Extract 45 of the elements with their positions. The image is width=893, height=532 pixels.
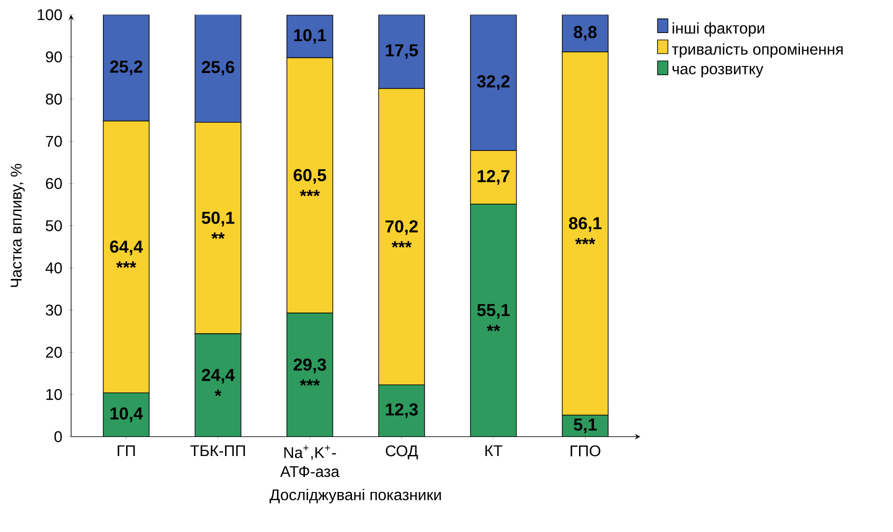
data-label: 32,2 xyxy=(477,75,510,90)
legend-label: тривалість опромінення xyxy=(672,43,843,58)
y-tick-label: 100 xyxy=(38,9,62,20)
bar xyxy=(286,14,334,58)
x-axis-title: Досліджувані показники xyxy=(270,488,441,504)
bar xyxy=(470,14,517,151)
data-label: 29,3 *** xyxy=(294,358,326,386)
x-tick-label: ГПО xyxy=(570,445,600,456)
y-tick-label: 60 xyxy=(46,178,62,189)
data-label: 60,5 *** xyxy=(294,168,326,196)
data-label: 70,2 *** xyxy=(386,220,418,248)
data-label: 50,1 ** xyxy=(202,211,234,239)
y-tick-label: 20 xyxy=(46,346,62,358)
bar xyxy=(102,14,150,122)
x-tick-label: СОД xyxy=(386,445,418,460)
data-label: 25,2 xyxy=(110,60,142,76)
y-tick-label: 70 xyxy=(46,136,62,147)
data-label: 25,6 xyxy=(202,60,234,76)
x-tick-label: ТБК-ПП xyxy=(190,445,245,456)
data-label: 12,3 xyxy=(386,403,418,418)
data-label: 12,7 xyxy=(478,170,510,185)
data-label: 86,1 *** xyxy=(568,216,602,244)
data-label: 55,1 ** xyxy=(477,304,510,332)
data-label: 10,4 xyxy=(110,407,143,422)
y-tick-label: 40 xyxy=(46,262,62,274)
y-tick-label: 0 xyxy=(54,431,62,442)
bar xyxy=(378,14,425,89)
data-label: 5,1 xyxy=(574,418,597,434)
y-axis-title: Частка впливу, % xyxy=(10,164,25,287)
legend-label: час розвитку xyxy=(672,66,764,78)
y-tick-label: 50 xyxy=(46,220,62,232)
data-label: 24,4 * xyxy=(202,368,235,396)
y-tick-label: 80 xyxy=(46,93,62,104)
bar xyxy=(194,14,242,122)
data-label: 17,5 xyxy=(386,44,418,59)
y-tick-label: 30 xyxy=(46,304,62,316)
x-tick-label: Na$^{+}$,K$^{+}$-АТФ-аза xyxy=(280,445,340,477)
y-tick-label: 10 xyxy=(46,388,62,400)
data-label: 8,8 xyxy=(574,26,597,40)
data-label: 10,1 xyxy=(294,28,326,44)
y-tick-label: 90 xyxy=(46,51,62,62)
x-tick-label: ГП xyxy=(118,445,135,456)
data-label: 64,4 *** xyxy=(110,240,143,268)
x-tick-label: КТ xyxy=(485,445,502,456)
legend-label: інші фактори xyxy=(672,22,764,37)
